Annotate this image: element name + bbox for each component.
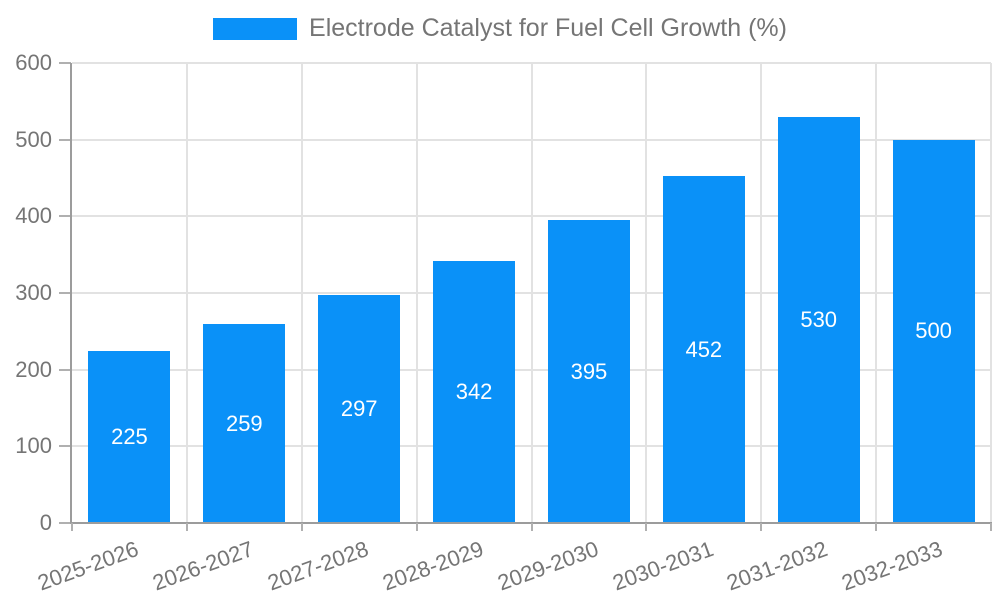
y-tick-mark bbox=[59, 292, 71, 294]
gridline-vertical bbox=[300, 63, 303, 523]
plot-area: 225 259 297 342 395 452 530 500 bbox=[72, 62, 992, 523]
y-tick-label: 500 bbox=[15, 126, 52, 152]
legend[interactable]: Electrode Catalyst for Fuel Cell Growth … bbox=[0, 14, 1000, 43]
x-tick-label: 2026-2027 bbox=[149, 536, 257, 596]
gridline-vertical bbox=[530, 63, 533, 523]
bar-2031-2032[interactable]: 530 bbox=[777, 116, 860, 523]
x-tick-mark bbox=[71, 523, 73, 531]
bar-value-label: 395 bbox=[570, 358, 608, 384]
bar-value-label: 297 bbox=[340, 396, 378, 422]
bar-value-label: 500 bbox=[915, 318, 952, 344]
x-tick-label: 2028-2029 bbox=[379, 536, 487, 596]
bar-2029-2030[interactable]: 395 bbox=[547, 220, 630, 523]
bar-2027-2028[interactable]: 297 bbox=[318, 295, 401, 523]
x-tick-label: 2029-2030 bbox=[494, 536, 602, 596]
gridline-vertical bbox=[645, 63, 648, 523]
bar-value-label: 225 bbox=[111, 423, 148, 449]
gridline-vertical bbox=[185, 63, 188, 523]
x-tick-mark bbox=[415, 523, 418, 531]
y-tick-mark bbox=[59, 138, 71, 141]
bar-2028-2029[interactable]: 342 bbox=[433, 260, 516, 523]
x-tick-mark bbox=[185, 523, 188, 531]
y-tick-mark bbox=[59, 445, 71, 448]
y-tick-label: 200 bbox=[15, 356, 52, 382]
bar-value-label: 530 bbox=[800, 306, 838, 332]
x-tick-label: 2030-2031 bbox=[608, 536, 717, 596]
y-tick-label: 400 bbox=[15, 203, 52, 229]
x-tick-mark bbox=[300, 523, 303, 531]
x-tick-mark bbox=[875, 523, 878, 531]
bar-2026-2027[interactable]: 259 bbox=[203, 324, 286, 523]
y-tick-label: 0 bbox=[39, 510, 52, 535]
gridline-vertical bbox=[990, 63, 992, 523]
y-tick-mark bbox=[59, 62, 71, 64]
x-tick-mark bbox=[645, 523, 648, 531]
y-tick-label: 100 bbox=[15, 433, 52, 459]
y-axis-line bbox=[70, 63, 72, 523]
x-tick-mark bbox=[990, 523, 992, 531]
gridline-vertical bbox=[875, 63, 878, 523]
x-tick-label: 2032-2033 bbox=[838, 536, 947, 596]
bar-2030-2031[interactable]: 452 bbox=[662, 176, 745, 523]
y-tick-mark bbox=[59, 368, 71, 371]
x-tick-mark bbox=[530, 523, 533, 531]
y-tick-mark bbox=[59, 522, 71, 524]
x-tick-label: 2025-2026 bbox=[34, 536, 142, 596]
y-tick-label: 600 bbox=[15, 50, 52, 75]
x-tick-label: 2031-2032 bbox=[723, 536, 832, 596]
y-tick-label: 300 bbox=[15, 280, 52, 305]
x-tick-label: 2027-2028 bbox=[264, 536, 372, 596]
bar-value-label: 452 bbox=[685, 336, 723, 362]
x-tick-mark bbox=[760, 523, 763, 531]
legend-title: Electrode Catalyst for Fuel Cell Growth … bbox=[309, 14, 787, 42]
bar-value-label: 342 bbox=[455, 378, 493, 404]
bar-value-label: 259 bbox=[225, 410, 263, 436]
bar-2032-2033[interactable]: 500 bbox=[892, 139, 975, 523]
gridline-vertical bbox=[415, 63, 418, 523]
gridline-vertical bbox=[760, 63, 763, 523]
y-tick-mark bbox=[59, 215, 71, 218]
bar-2025-2026[interactable]: 225 bbox=[88, 350, 171, 523]
legend-swatch bbox=[213, 17, 298, 40]
